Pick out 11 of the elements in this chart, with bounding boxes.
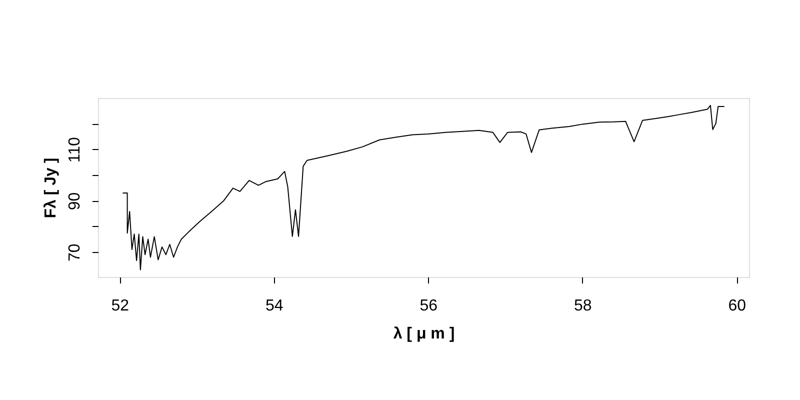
x-tick-label: 56	[420, 298, 438, 314]
y-tick-label: 90	[66, 192, 84, 210]
line-series	[122, 104, 725, 270]
x-tick-label: 54	[265, 298, 284, 314]
x-tick-label: 52	[111, 298, 130, 314]
x-axis-title: λ [ μ m ]	[393, 326, 455, 342]
y-tick-label: 110	[66, 137, 84, 163]
x-tick-label: 58	[574, 298, 592, 314]
x-tick-label: 60	[728, 298, 746, 314]
y-tick-label: 70	[66, 244, 84, 262]
y-axis-title: Fλ [ Jy ]	[42, 158, 60, 218]
